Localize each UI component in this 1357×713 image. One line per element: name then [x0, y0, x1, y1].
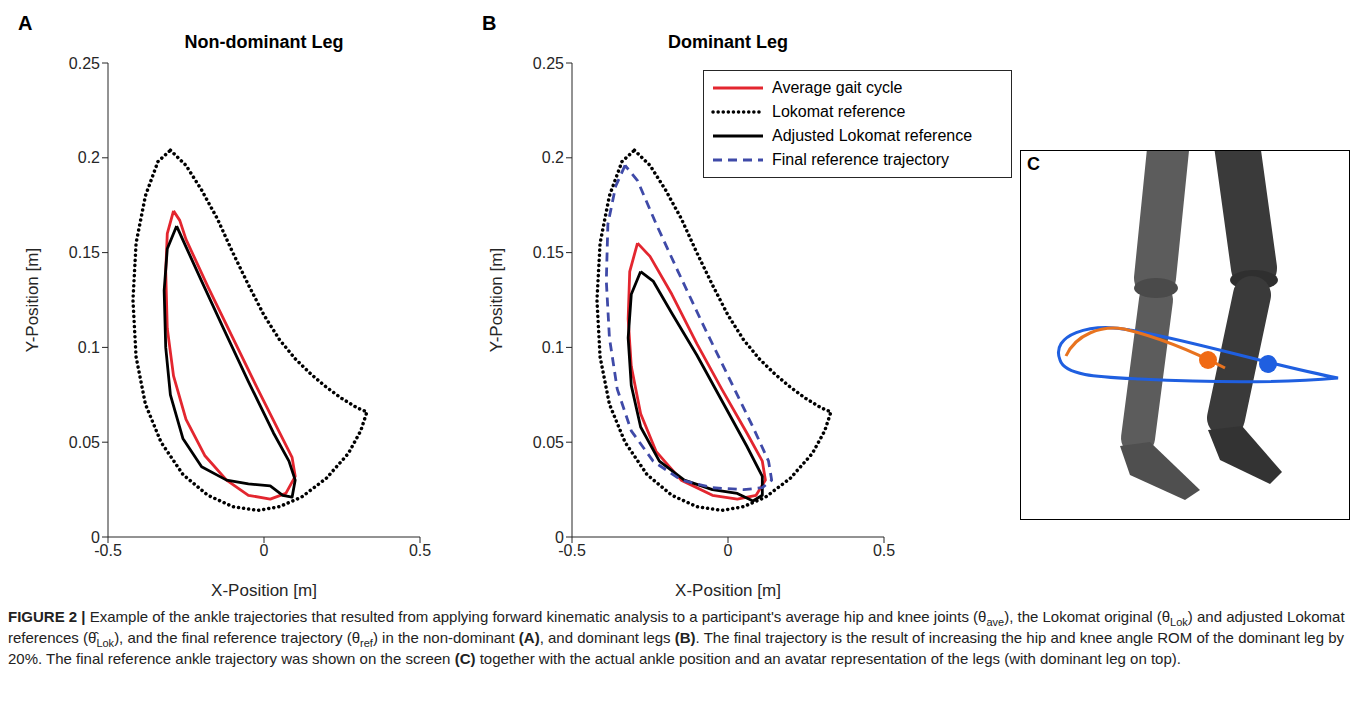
html-text:Average gait cycle: Average gait cycle	[772, 79, 903, 96]
html-text:FIGURE 2 | Example of the ankl: FIGURE 2 | Example of the ankle trajecto…	[8, 608, 1345, 667]
svg-text:0.1: 0.1	[542, 339, 564, 356]
html-text:Dominant Leg: Dominant Leg	[668, 32, 788, 52]
svg-text:0.15: 0.15	[69, 244, 100, 261]
svg-text:0.05: 0.05	[533, 434, 564, 451]
svg-text:0.2: 0.2	[542, 149, 564, 166]
svg-text:-0.5: -0.5	[558, 542, 586, 560]
svg-text:0.1: 0.1	[78, 339, 100, 356]
svg-text:0: 0	[260, 542, 269, 559]
svg-text:0: 0	[91, 529, 100, 546]
svg-text:Y-Position [m]: Y-Position [m]	[487, 248, 506, 352]
svg-text:C: C	[1027, 154, 1040, 174]
html-text:B: B	[482, 12, 497, 34]
svg-text:0.25: 0.25	[69, 55, 100, 72]
svg-text:Y-Position [m]: Y-Position [m]	[23, 248, 42, 352]
html-text:Final reference trajectory: Final reference trajectory	[772, 151, 949, 168]
svg-text:0.5: 0.5	[873, 542, 895, 559]
html-text:Non-dominant Leg: Non-dominant Leg	[184, 32, 344, 52]
svg-text:0: 0	[724, 542, 733, 559]
svg-text:0.05: 0.05	[69, 434, 100, 451]
svg-text:0.5: 0.5	[409, 542, 431, 559]
html-text:Lokomat reference: Lokomat reference	[772, 103, 906, 120]
html-text:A: A	[18, 12, 33, 34]
svg-text:X-Position [m]: X-Position [m]	[211, 581, 317, 600]
svg-text:-0.5: -0.5	[94, 542, 122, 560]
svg-text:0.25: 0.25	[533, 55, 564, 72]
svg-text:X-Position [m]: X-Position [m]	[675, 581, 781, 600]
svg-text:0.15: 0.15	[533, 244, 564, 261]
svg-text:0: 0	[555, 529, 564, 546]
html-text:Adjusted Lokomat reference: Adjusted Lokomat reference	[772, 127, 973, 144]
svg-text:0.2: 0.2	[78, 149, 100, 166]
